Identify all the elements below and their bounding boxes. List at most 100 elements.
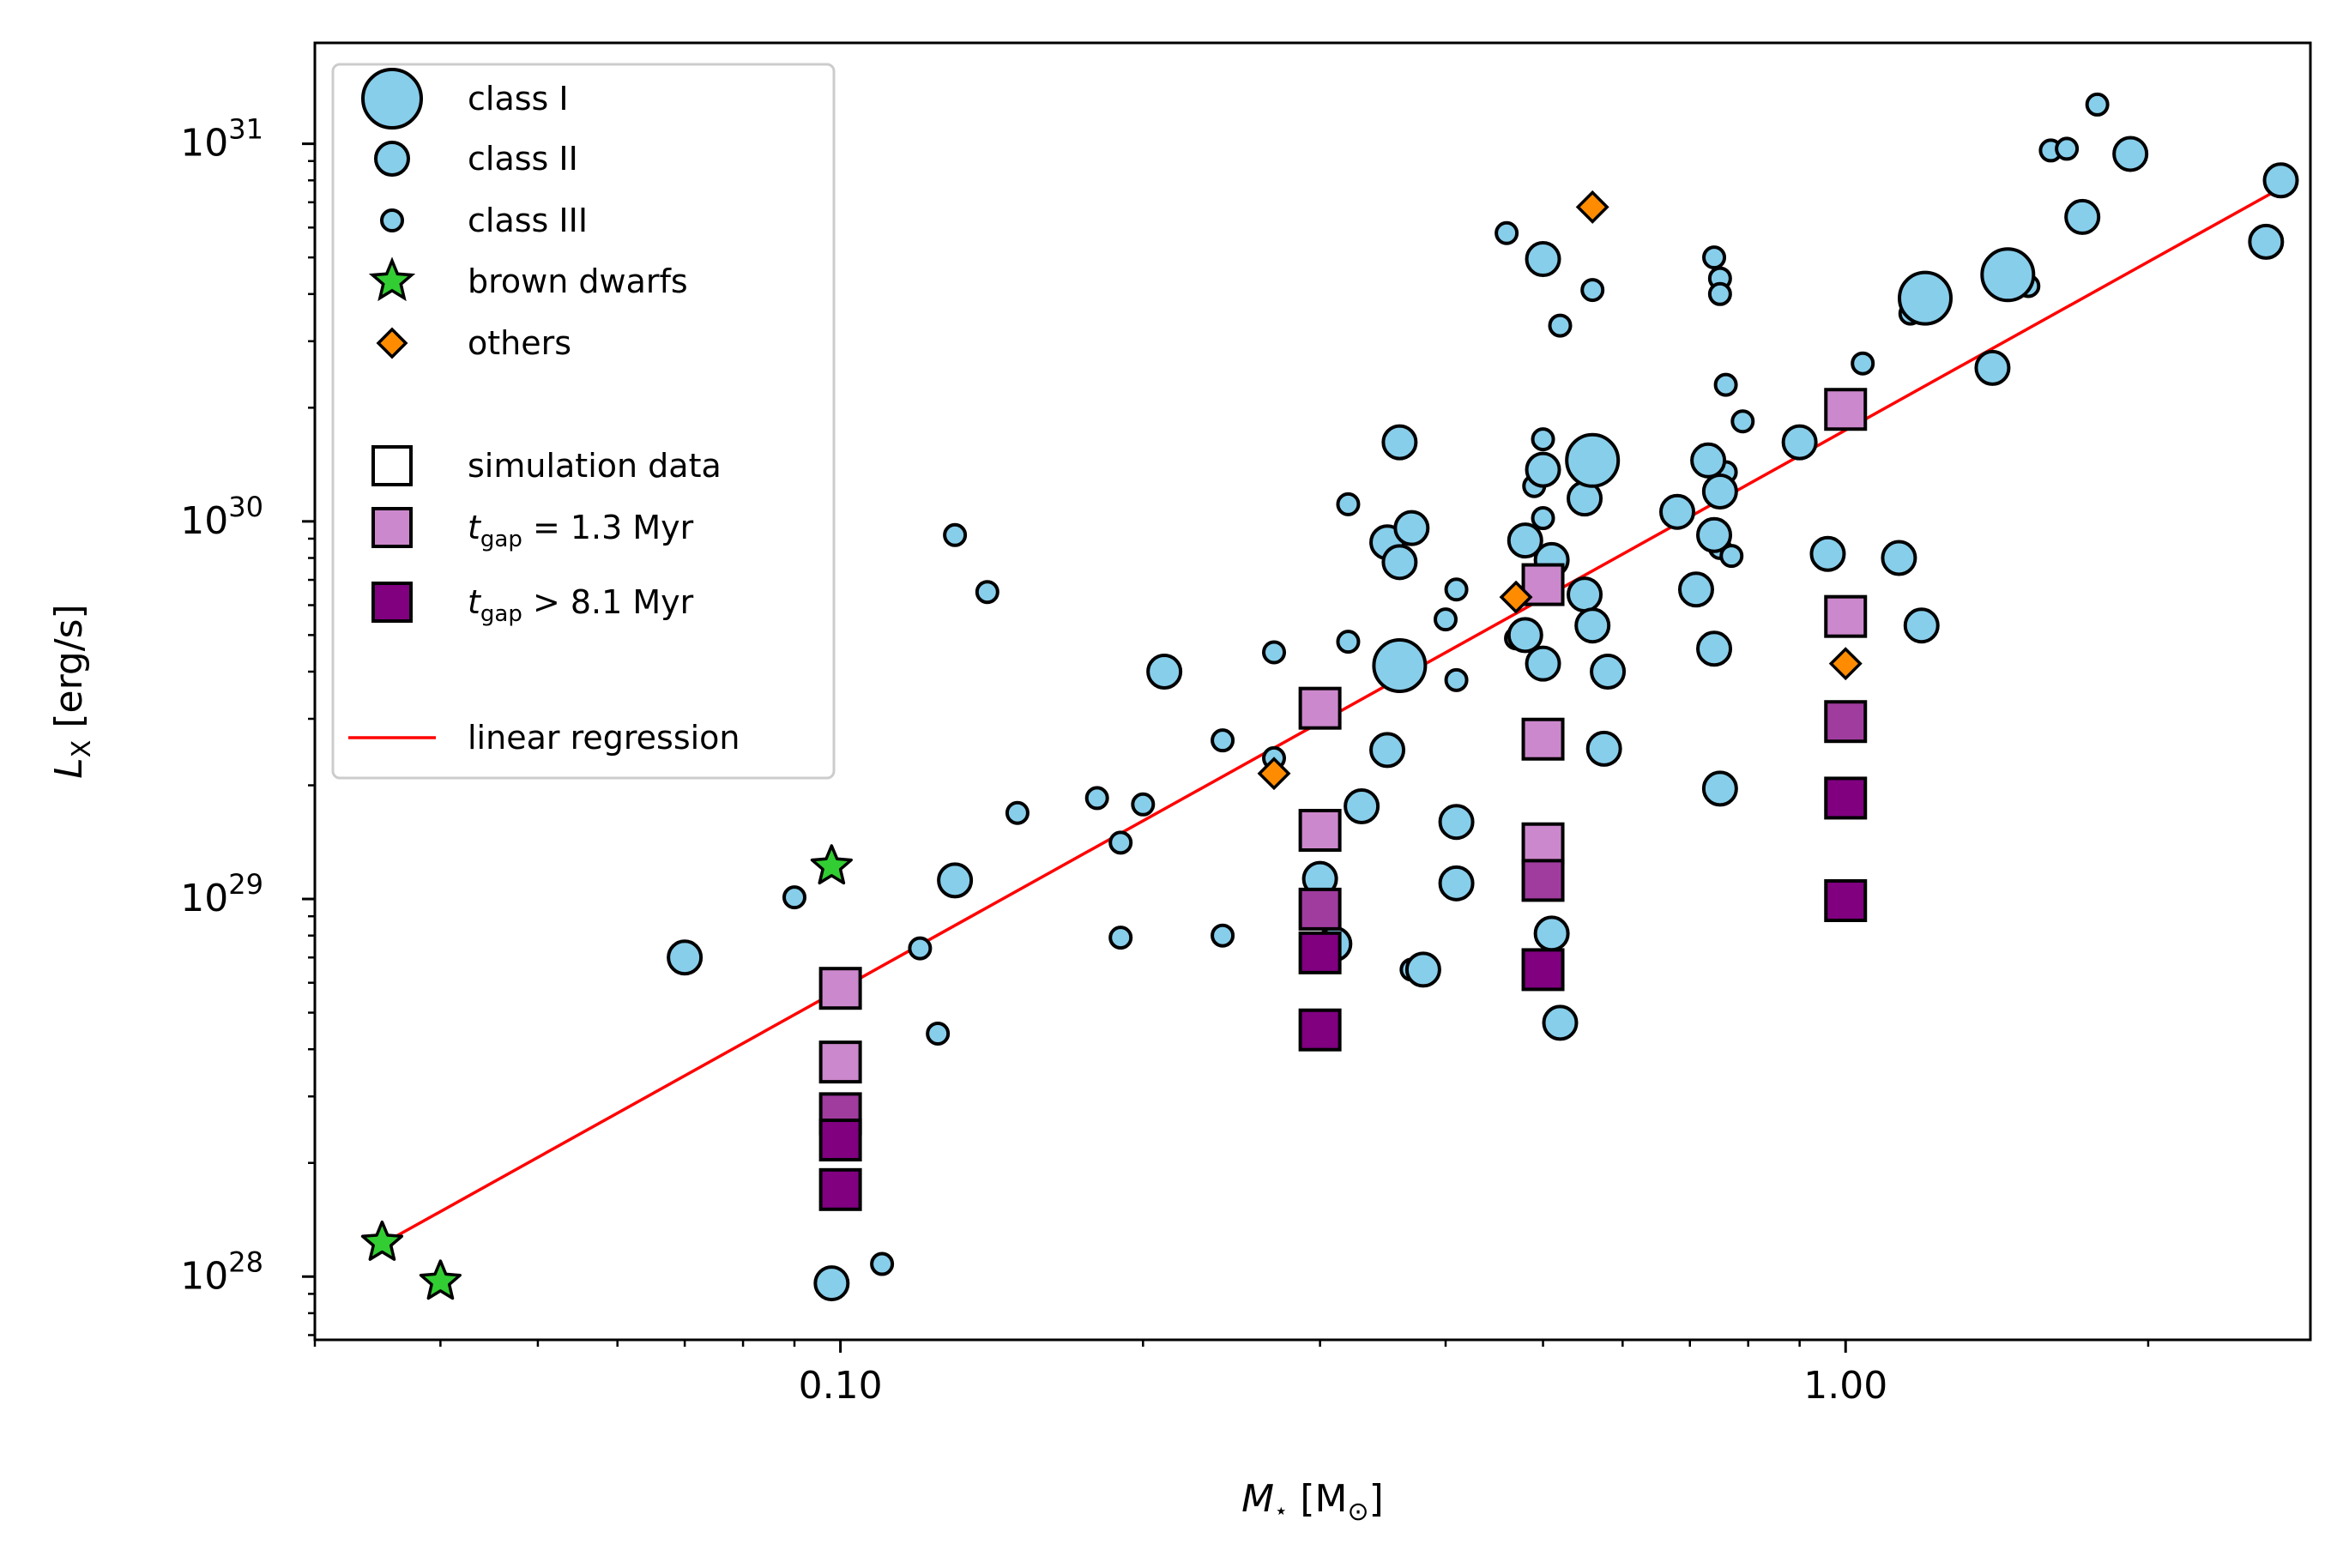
class-iii-point — [2085, 92, 2110, 117]
class-ii-point — [1903, 607, 1940, 644]
legend: class I class II class III brown dwarfs othe… — [331, 63, 836, 780]
marks-layer — [360, 92, 2299, 1302]
class-iii-point — [870, 1251, 895, 1276]
plot-frame — [313, 41, 2312, 1342]
legend-marker-tgap-8-1 — [371, 582, 413, 623]
other-point — [1575, 190, 1609, 224]
class-iii-point — [1444, 577, 1469, 602]
legend-marker-class-ii — [374, 141, 410, 177]
sim-tgap-1-3-point — [1824, 594, 1868, 638]
x-tick-label: 0.10 — [799, 1364, 883, 1408]
class-ii-point — [1974, 349, 2011, 386]
class-iii-point — [2055, 136, 2080, 161]
class-ii-point — [1677, 571, 1714, 608]
class-iii-point — [1713, 372, 1738, 397]
sim-tgap-1-3-point — [818, 967, 862, 1010]
class-ii-point — [2112, 136, 2149, 172]
class-iii-point — [1719, 544, 1744, 569]
x-tick-label: 1.00 — [1803, 1364, 1887, 1408]
class-ii-point — [1542, 1004, 1579, 1041]
class-iii-point — [1005, 800, 1030, 825]
sim-tgap-1-3-point — [818, 1040, 862, 1084]
class-iii-point — [1531, 506, 1555, 531]
y-tick-label: 1028 — [180, 1245, 263, 1298]
sim-tgap-mid-point — [1521, 859, 1565, 902]
sim-tgap-8-1-point — [1521, 948, 1565, 992]
legend-box — [331, 63, 836, 780]
class-ii-point — [813, 1265, 850, 1302]
legend-label: simulation data — [468, 447, 722, 485]
class-iii-point — [908, 936, 933, 961]
class-ii-point — [1381, 424, 1418, 461]
legend-label: tgap = 1.3 Myr — [468, 509, 694, 552]
class-iii-point — [1434, 607, 1458, 632]
legend-marker-tgap-1-3 — [371, 507, 413, 548]
class-iii-point — [1495, 220, 1519, 245]
class-iii-point — [1580, 278, 1605, 303]
class-ii-point — [1525, 451, 1561, 488]
class-ii-point — [1404, 951, 1441, 988]
brown-dwarf-point — [419, 1259, 462, 1300]
class-ii-point — [1690, 442, 1727, 479]
sim-tgap-1-3-point — [1298, 808, 1342, 852]
y-tick-label: 1031 — [180, 113, 263, 166]
legend-label: linear regression — [468, 719, 740, 757]
y-axis-label: LX [erg/s] — [47, 604, 97, 778]
y-tick-label: 1029 — [180, 868, 263, 920]
class-iii-point — [1730, 409, 1755, 434]
class-ii-point — [937, 862, 974, 899]
legend-label: brown dwarfs — [468, 262, 688, 300]
class-ii-point — [1590, 654, 1627, 691]
legend-label: others — [468, 324, 571, 362]
class-iii-point — [1531, 427, 1555, 452]
legend-marker-others — [376, 327, 408, 359]
legend-marker-brown-dwarfs — [368, 256, 416, 302]
sim-tgap-mid-point — [1824, 700, 1868, 744]
class-iii-point — [926, 1022, 951, 1046]
other-point — [1828, 647, 1863, 681]
class-iii-point — [1211, 923, 1235, 948]
class-ii-point — [1344, 787, 1380, 824]
class-ii-point — [1507, 522, 1543, 559]
class-iii-point — [1707, 281, 1732, 306]
brown-dwarf-point — [360, 1220, 404, 1261]
sim-tgap-8-1-point — [1298, 1008, 1342, 1052]
x-axis-label: M⋆ [M⊙] — [1241, 1477, 1384, 1527]
sim-tgap-8-1-point — [818, 1167, 862, 1211]
class-ii-point — [1146, 654, 1183, 691]
class-ii-point — [667, 939, 703, 976]
class-ii-point — [1701, 473, 1738, 510]
sim-tgap-1-3-point — [1521, 822, 1565, 865]
class-ii-point — [1809, 535, 1846, 572]
class-iii-point — [943, 522, 968, 547]
legend-marker-class-iii — [380, 208, 404, 232]
class-iii-point — [1702, 245, 1727, 270]
class-ii-point — [1533, 915, 1570, 952]
class-ii-point — [2064, 198, 2101, 235]
class-ii-point — [1696, 630, 1733, 667]
class-i-point — [1980, 247, 2036, 303]
sim-tgap-1-3-point — [1298, 686, 1342, 730]
class-iii-point — [1084, 786, 1109, 811]
class-ii-point — [1881, 540, 1917, 576]
sim-tgap-1-3-point — [1521, 717, 1565, 761]
sim-tgap-8-1-point — [1824, 878, 1868, 922]
other-point — [1257, 757, 1291, 791]
sim-tgap-1-3-point — [1521, 563, 1565, 606]
sim-tgap-1-3-point — [1824, 388, 1868, 431]
legend-marker-class-i — [361, 68, 423, 130]
class-ii-point — [1393, 510, 1430, 546]
class-ii-point — [1507, 617, 1543, 654]
class-iii-point — [975, 580, 999, 605]
class-ii-point — [1585, 730, 1622, 767]
class-i-point — [1372, 637, 1428, 693]
class-ii-point — [1525, 645, 1561, 682]
class-iii-point — [1108, 926, 1133, 950]
axes-layer: 0.10 1.00 1028 1029 1030 1031 M⋆ [M⊙] LX [erg/s… — [47, 41, 2312, 1527]
class-iii-point — [1211, 728, 1235, 753]
class-ii-point — [1701, 770, 1738, 807]
sim-tgap-mid-point — [1298, 887, 1342, 931]
class-iii-point — [782, 885, 807, 910]
